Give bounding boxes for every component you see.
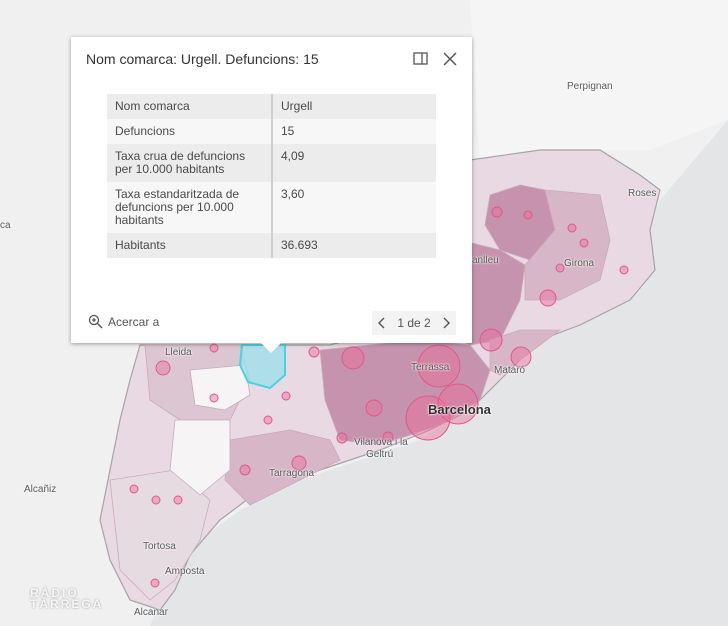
bubble-osona[interactable] [491, 206, 503, 218]
label-amposta: Amposta [165, 566, 205, 577]
bubble-baix-emporda[interactable] [619, 265, 629, 275]
bubble-sabadell[interactable] [479, 328, 503, 352]
attribute-table: Nom comarca Urgell Defuncions 15 Taxa cr… [107, 94, 436, 258]
bubble-ribera[interactable] [173, 495, 183, 505]
bubble-conca[interactable] [281, 391, 291, 401]
label-barcelona: Barcelona [428, 402, 491, 417]
bubble-baix-camp[interactable] [239, 464, 251, 476]
label-vilanova-2: Geltrú [366, 449, 394, 460]
bubble-alt-emporda[interactable] [579, 238, 589, 248]
bubble-noguera[interactable] [209, 393, 219, 403]
bubble-baixllob[interactable] [365, 399, 383, 417]
attr-label: Nom comarca [107, 94, 273, 119]
comarca-mid-maresme[interactable] [489, 329, 562, 376]
watermark-line2: TÀRREGA [30, 597, 104, 611]
attr-label: Taxa crua de defuncions per 10.000 habit… [107, 144, 273, 182]
label-roses: Roses [628, 188, 657, 199]
chevron-right-icon [443, 317, 450, 329]
france-area [470, 0, 728, 160]
comarca-mid-girona[interactable] [524, 189, 611, 301]
feature-popup: Nom comarca: Urgell. Defuncions: 15 Nom … [71, 37, 472, 353]
bubble-montsia[interactable] [150, 578, 160, 588]
attr-value: Urgell [272, 94, 436, 119]
zoom-in-icon [88, 314, 103, 329]
selected-comarca-urgell[interactable] [238, 344, 286, 390]
label-lleida: Lleida [165, 347, 192, 358]
bubble-garrotxa[interactable] [567, 223, 577, 233]
attr-label: Taxa estandaritzada de defuncions per 10… [107, 182, 273, 233]
table-row: Nom comarca Urgell [107, 94, 436, 119]
previous-feature-button[interactable] [372, 311, 390, 335]
label-left-partial: ca [0, 220, 11, 231]
bubble-mataro[interactable] [510, 346, 532, 368]
attr-value: 15 [272, 119, 436, 144]
attr-value: 36.693 [272, 233, 436, 258]
label-alcaniz: Alcañiz [24, 484, 57, 495]
comarca-mid-tarragona[interactable] [224, 429, 341, 506]
attr-label: Defuncions [107, 119, 273, 144]
table-row: Defuncions 15 [107, 119, 436, 144]
bubble-alt-penedes[interactable] [336, 432, 348, 444]
bubble-girona[interactable] [539, 289, 557, 307]
zoom-to-label: Acercar a [108, 314, 160, 329]
label-terrassa: Terrassa [411, 362, 450, 373]
bubble-barcelona-large[interactable] [405, 395, 451, 441]
sea-area [150, 120, 728, 626]
dock-icon[interactable] [411, 49, 431, 69]
table-row: Taxa estandaritzada de defuncions per 10… [107, 182, 436, 233]
bubble-terrassa[interactable] [417, 344, 461, 388]
bubble-tarragona[interactable] [291, 455, 307, 471]
label-mataro: Mataró [494, 365, 526, 376]
bubble-vallesoriental[interactable] [341, 346, 365, 370]
chevron-left-icon [378, 317, 385, 329]
bubble-lleida[interactable] [155, 360, 171, 376]
label-alcanar: Alcanar [134, 607, 168, 618]
next-feature-button[interactable] [438, 311, 456, 335]
comarca-white-segarra[interactable] [189, 364, 251, 411]
label-vilanova-1: Vilanova i la [354, 437, 408, 448]
label-tarragona: Tarragona [269, 468, 315, 479]
popup-title: Nom comarca: Urgell. Defuncions: 15 [86, 51, 319, 67]
attr-label: Habitants [107, 233, 273, 258]
watermark-line1: RÀDIO [30, 586, 79, 600]
bubble-terra-alta[interactable] [151, 495, 161, 505]
popup-pointer [261, 343, 281, 353]
bubble-garrigues[interactable] [209, 343, 219, 353]
label-tortosa: Tortosa [143, 541, 176, 552]
bubble-garraf[interactable] [382, 431, 394, 443]
radio-tarrega-watermark: RÀDIO TÀRREGA [16, 586, 104, 611]
label-girona: Girona [564, 258, 595, 269]
feature-pager: 1 de 2 [372, 311, 456, 335]
attr-value: 4,09 [272, 144, 436, 182]
bubble-anoia[interactable] [308, 346, 320, 358]
bubble-ripolles[interactable] [523, 210, 533, 220]
label-perpignan: Perpignan [567, 81, 613, 92]
close-icon[interactable] [440, 49, 460, 69]
comarca-white-priorat[interactable] [169, 419, 231, 496]
table-row: Taxa crua de defuncions per 10.000 habit… [107, 144, 436, 182]
bubble-selva[interactable] [555, 263, 565, 273]
zoom-to-button[interactable]: Acercar a [88, 314, 159, 329]
bubble-alt-camp[interactable] [263, 415, 273, 425]
bubble-baix-ebre[interactable] [129, 484, 139, 494]
label-granollers-partial: anlleu [472, 255, 499, 266]
table-row: Habitants 36.693 [107, 233, 436, 258]
pager-label: 1 de 2 [397, 316, 431, 330]
bubble-barcelona-2[interactable] [437, 383, 479, 425]
attr-value: 3,60 [272, 182, 436, 233]
